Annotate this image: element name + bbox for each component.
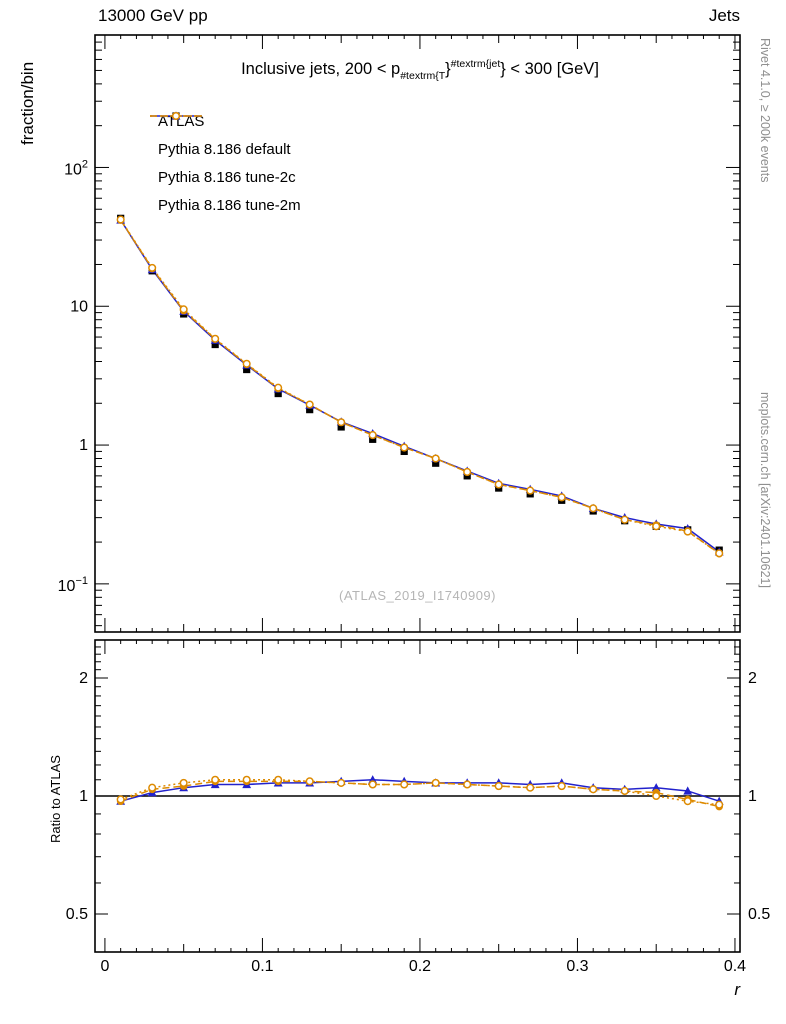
data-point <box>526 486 535 495</box>
y-tick-label: 10 <box>70 298 88 315</box>
legend-item-pythia-tune-2m: Pythia 8.186 tune-2m <box>148 111 301 219</box>
ratio-y-axis-label: Ratio to ATLAS <box>48 755 63 843</box>
ratio-tick-label-left: 2 <box>79 670 88 687</box>
data-point <box>683 797 692 806</box>
data-point <box>116 215 125 224</box>
x-tick-label: 0.4 <box>724 958 746 975</box>
data-point <box>171 111 181 121</box>
data-point <box>242 359 251 368</box>
plot-title-segment: < 300 [GeV] <box>505 60 599 78</box>
y-tick-label: 102 <box>64 158 88 178</box>
data-point <box>211 340 219 349</box>
analysis-watermark: (ATLAS_2019_I1740909) <box>339 588 496 603</box>
ratio-tick-label-right: 0.5 <box>748 906 770 923</box>
data-point <box>557 782 566 791</box>
axis-ticks <box>95 34 740 953</box>
plot-title-segment: Inclusive jets, 200 < p <box>241 60 401 78</box>
data-point <box>148 783 157 792</box>
data-point <box>589 504 598 513</box>
data-point <box>431 778 440 787</box>
data-point <box>400 443 409 452</box>
data-point <box>274 389 282 398</box>
data-point <box>652 791 661 801</box>
ratio-tick-label-left: 0.5 <box>66 906 88 923</box>
data-point <box>494 782 503 791</box>
legend: ATLAS Pythia 8.186 default Pythia 8.186 … <box>148 107 301 219</box>
legend-item-pythia-default: Pythia 8.186 default <box>148 111 301 163</box>
data-point <box>463 467 472 477</box>
plot-title-segment: #textrm{jet <box>450 58 501 70</box>
data-point <box>211 334 220 343</box>
ratio-series-line <box>120 779 720 802</box>
ratio-series-line <box>120 779 720 806</box>
plot-title: Inclusive jets, 200 < p#textrm{T}#textrm… <box>105 58 735 82</box>
data-point <box>116 795 125 804</box>
series-line <box>120 219 720 553</box>
x-tick-label: 0.2 <box>409 958 431 975</box>
legend-marker-pythia-tune-2m-icon <box>150 111 202 121</box>
data-point <box>526 783 535 792</box>
plot-title-segment: #textrm{T <box>400 70 446 82</box>
x-tick-label: 0.1 <box>251 958 273 975</box>
main-series <box>116 214 724 558</box>
data-point <box>651 783 661 792</box>
data-point <box>305 400 314 409</box>
main-y-axis-label: fraction/bin <box>18 61 37 145</box>
data-point <box>463 780 472 789</box>
data-point <box>243 365 251 374</box>
data-point <box>557 493 566 502</box>
header-process: Jets <box>708 6 740 25</box>
plot-title-segment: } <box>445 60 451 78</box>
data-point <box>179 778 188 787</box>
data-point <box>652 522 661 531</box>
data-point <box>431 454 440 463</box>
data-point <box>274 775 283 784</box>
y-tick-label: 1 <box>79 437 88 454</box>
data-point <box>242 775 251 784</box>
axis-tick-labels: 0 0.1 0.2 0.3 0.4 102 10 1 10−1 2 2 1 1 0.5 0.5 <box>58 158 771 975</box>
y-tick-label: 10−1 <box>58 575 88 595</box>
data-point <box>305 777 314 786</box>
data-point <box>400 780 409 789</box>
data-point <box>337 418 346 427</box>
series-line <box>120 219 720 555</box>
data-point <box>211 775 220 784</box>
legend-label-pythia-default: Pythia 8.186 default <box>158 140 291 158</box>
data-point <box>432 459 440 467</box>
ratio-tick-label-right: 2 <box>748 670 757 687</box>
plot-title-segment: } <box>500 60 506 78</box>
data-point <box>148 263 157 272</box>
data-point <box>715 549 724 558</box>
data-point <box>715 800 724 809</box>
data-point <box>494 480 503 489</box>
mcplots-arxiv-note: mcplots.cern.ch [arXiv:2401.10621] <box>758 392 772 588</box>
data-point <box>179 305 188 314</box>
data-point <box>589 785 598 794</box>
legend-label-pythia-tune-2m: Pythia 8.186 tune-2m <box>158 196 301 214</box>
x-tick-label: 0.3 <box>566 958 588 975</box>
series-line <box>120 219 720 554</box>
data-point <box>683 527 692 536</box>
data-point <box>306 406 314 414</box>
legend-label-pythia-tune-2c: Pythia 8.186 tune-2c <box>158 168 296 186</box>
data-point <box>368 780 377 789</box>
x-tick-label: 0 <box>100 958 109 975</box>
legend-item-pythia-tune-2c: Pythia 8.186 tune-2c <box>148 112 301 191</box>
rivet-version-note: Rivet 4.1.0, ≥ 200k events <box>758 38 772 183</box>
ratio-tick-label-left: 1 <box>79 788 88 805</box>
data-point <box>369 435 377 443</box>
data-point <box>683 786 693 795</box>
x-axis-label: r <box>734 980 740 999</box>
data-point <box>620 515 629 524</box>
header-beam-energy: 13000 GeV pp <box>98 6 208 25</box>
data-point <box>274 383 283 392</box>
data-point <box>337 778 346 787</box>
data-point <box>368 431 377 440</box>
data-point <box>620 786 629 796</box>
data-point <box>337 423 345 431</box>
ratio-series <box>116 775 724 811</box>
ratio-tick-label-right: 1 <box>748 788 757 805</box>
